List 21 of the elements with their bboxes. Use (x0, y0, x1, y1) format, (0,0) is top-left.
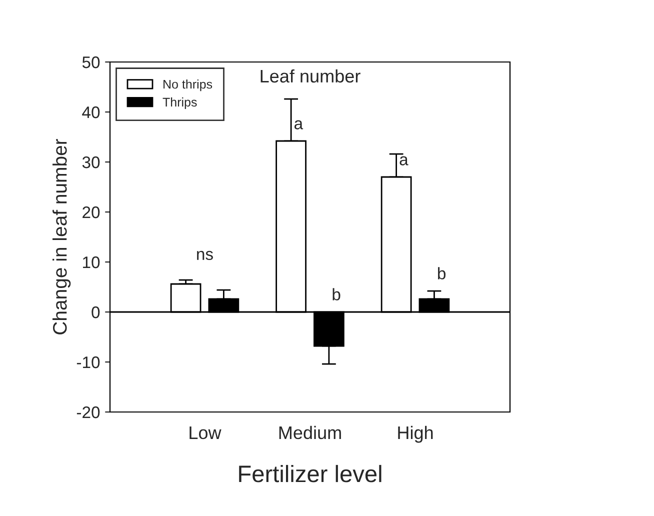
x-tick-label: Medium (279, 426, 341, 440)
annotation: a (294, 120, 304, 130)
x-tick-label: High (398, 426, 433, 443)
y-tick-label: 10 (83, 256, 100, 268)
y-tick-label: -20 (76, 406, 100, 418)
x-axis-title: Fertilizer level (239, 464, 382, 482)
annotation: b (438, 267, 446, 280)
y-tick-label: 0 (92, 306, 100, 318)
y-tick-label: 30 (82, 156, 100, 168)
y-tick-label: 50 (82, 56, 100, 68)
chart-title: Leaf number (260, 69, 360, 83)
annotation: b (332, 288, 340, 300)
y-tick-label: 40 (82, 106, 100, 118)
y-tick-label: 20 (82, 206, 100, 218)
y-axis-title: Change in leaf number (52, 138, 71, 334)
annotation: ns (197, 250, 213, 260)
annotation: a (400, 156, 408, 166)
x-tick-label: Low (190, 426, 222, 440)
legend-label: No thrips (164, 80, 212, 92)
legend-label: Thrips (162, 97, 197, 110)
y-tick-label: -10 (76, 356, 100, 368)
